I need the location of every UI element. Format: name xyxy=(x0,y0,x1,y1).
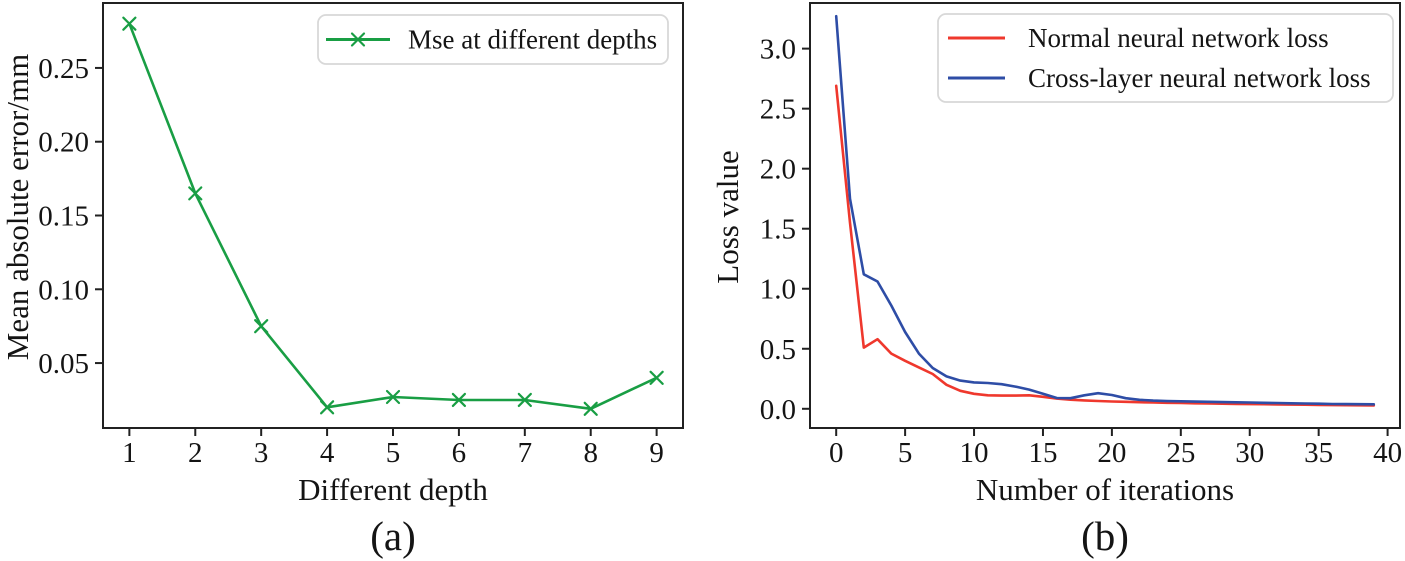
plot-area xyxy=(809,2,1401,429)
x-axis-title: Different depth xyxy=(298,472,488,507)
x-tick-label: 35 xyxy=(1304,437,1333,469)
legend-entry-label: Mse at different depths xyxy=(408,25,657,55)
series-line-mse-at-different-depths xyxy=(128,22,658,411)
x-tick-label: 3 xyxy=(254,437,269,469)
x-tick-label: 6 xyxy=(452,437,467,469)
y-tick-label: 0.15 xyxy=(38,201,89,233)
series-marker-mse-at-different-depths xyxy=(254,319,269,334)
series-marker-mse-at-different-depths xyxy=(319,400,335,415)
series-marker-mse-at-different-depths xyxy=(385,389,401,405)
x-tick-label: 8 xyxy=(583,437,598,469)
legend-sample-marker xyxy=(350,32,366,47)
y-tick-label: 1.5 xyxy=(760,214,796,246)
x-tick-label: 7 xyxy=(518,437,533,469)
mse-depth-chart: 1 2 3 4 5 6 7 8 9 0.05 0.10 0.15 0.20 0.25 Different d… xyxy=(0,2,684,507)
subfigure-label-a: (a) xyxy=(370,513,416,559)
subfigure-label-b: (b) xyxy=(1081,513,1129,559)
x-tick-label: 40 xyxy=(1373,437,1402,469)
legend-box xyxy=(937,13,1394,103)
plot-area xyxy=(102,2,684,429)
y-tick-label: 0.5 xyxy=(760,334,796,366)
series-marker-mse-at-different-depths xyxy=(451,392,467,408)
x-tick-label: 9 xyxy=(649,437,664,469)
series-marker-mse-at-different-depths xyxy=(517,392,532,408)
series-line-normal-neural-network-loss xyxy=(834,84,1376,407)
loss-curves-chart: 0 5 10 15 20 25 30 35 40 0.0 0.5 1.0 1.5 2.0 2.5 3.0 Num… xyxy=(710,2,1402,507)
x-axis-title: Number of iterations xyxy=(976,472,1234,507)
x-tick-label: 4 xyxy=(320,437,335,469)
series-marker-mse-at-different-depths xyxy=(188,186,203,201)
x-tick-label: 20 xyxy=(1097,437,1126,469)
series-line-cross-layer-neural-network-loss xyxy=(834,14,1376,406)
series-marker-mse-at-different-depths xyxy=(649,370,664,385)
x-tick-label: 5 xyxy=(898,437,913,469)
y-tick-label: 1.0 xyxy=(760,274,796,306)
y-tick-label: 0.0 xyxy=(760,394,796,426)
x-tick-label: 0 xyxy=(829,437,844,469)
y-tick-label: 3.0 xyxy=(760,34,796,66)
x-tick-label: 10 xyxy=(960,437,989,469)
y-tick-label: 0.25 xyxy=(38,53,89,85)
legend-entry-label: Normal neural network loss xyxy=(1028,23,1329,53)
x-tick-label: 30 xyxy=(1235,437,1264,469)
series-marker-mse-at-different-depths xyxy=(122,16,137,31)
x-tick-label: 5 xyxy=(386,437,401,469)
legend-box xyxy=(317,14,669,65)
y-axis-title: Mean absolute error/mm xyxy=(0,54,35,360)
x-tick-label: 1 xyxy=(122,437,137,469)
x-tick-label: 15 xyxy=(1028,437,1057,469)
legend-entry-label: Cross-layer neural network loss xyxy=(1028,63,1371,93)
x-tick-label: 25 xyxy=(1166,437,1195,469)
y-tick-label: 2.0 xyxy=(760,154,796,186)
y-tick-label: 2.5 xyxy=(760,94,796,126)
y-tick-label: 0.20 xyxy=(38,127,89,159)
y-axis-title: Loss value xyxy=(710,150,745,283)
y-tick-label: 0.10 xyxy=(38,274,89,306)
y-tick-label: 0.05 xyxy=(38,348,89,380)
series-marker-mse-at-different-depths xyxy=(583,401,598,416)
x-tick-label: 2 xyxy=(188,437,203,469)
